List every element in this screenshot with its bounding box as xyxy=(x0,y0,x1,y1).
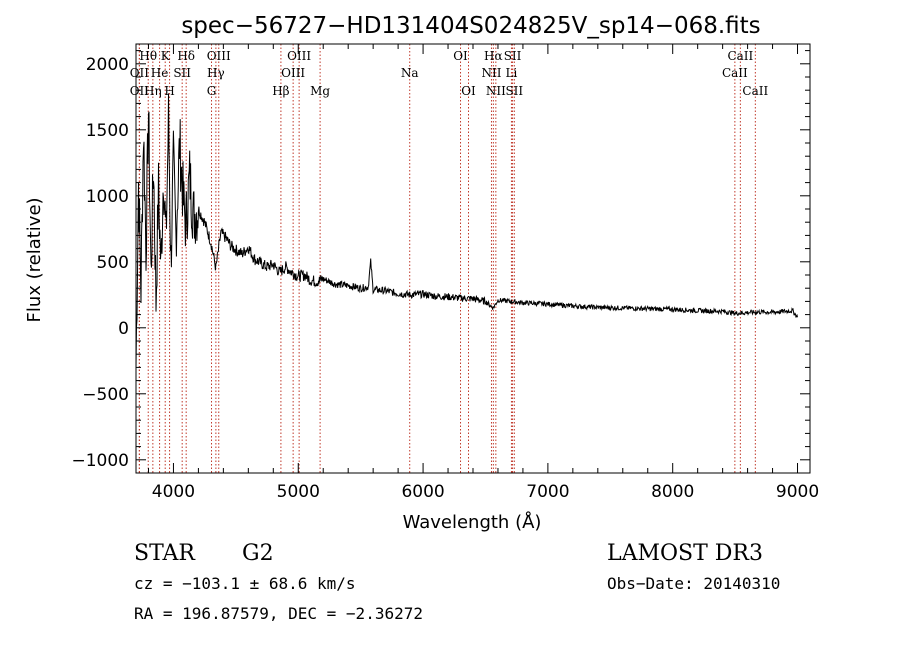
line-label: OIII xyxy=(281,66,305,80)
line-label: K xyxy=(161,49,171,63)
line-label: SII xyxy=(504,49,522,63)
plot-frame xyxy=(135,43,811,474)
line-label: H xyxy=(164,84,174,98)
y-tick-label: 0 xyxy=(118,319,129,339)
line-label: OIII xyxy=(207,49,231,63)
redshift-readout: cz = −103.1 ± 68.6 km/s xyxy=(134,574,356,593)
line-label: Li xyxy=(506,66,518,80)
x-tick-label: 8000 xyxy=(651,482,694,502)
y-tick-label: −500 xyxy=(82,385,129,405)
object-class: STAR xyxy=(134,541,196,566)
x-tick-label: 9000 xyxy=(776,482,819,502)
y-axis-ticks: −1000 −500 0 500 1000 1500 2000 xyxy=(71,50,810,471)
line-label: OIII xyxy=(287,49,311,63)
line-label: He xyxy=(151,66,169,80)
y-axis-label: Flux (relative) xyxy=(24,197,45,322)
line-label: OII xyxy=(130,84,150,98)
x-tick-label: 4000 xyxy=(152,482,195,502)
line-label: Hγ xyxy=(207,66,225,80)
object-subclass: G2 xyxy=(242,541,274,566)
x-axis-label: Wavelength (Å) xyxy=(403,511,542,533)
y-tick-label: 500 xyxy=(97,253,129,273)
chart-title: spec−56727−HD131404S024825V_sp14−068.fit… xyxy=(181,13,760,39)
line-label: G xyxy=(207,84,217,98)
x-tick-label: 6000 xyxy=(401,482,444,502)
line-label: NII xyxy=(481,66,501,80)
x-axis-ticks: 4000 5000 6000 7000 8000 9000 xyxy=(147,44,819,502)
line-label: OII xyxy=(130,66,150,80)
y-tick-label: 2000 xyxy=(86,55,129,75)
line-label: CaII xyxy=(727,49,753,63)
line-label: Hη xyxy=(144,84,162,98)
spectrum-line xyxy=(135,93,798,369)
line-label: Mg xyxy=(310,84,330,98)
line-label: CaII xyxy=(722,66,748,80)
x-tick-label: 7000 xyxy=(526,482,569,502)
line-label: Hδ xyxy=(177,49,195,63)
observation-date: Obs−Date: 20140310 xyxy=(607,574,780,593)
line-label: CaII xyxy=(742,84,768,98)
x-tick-label: 5000 xyxy=(277,482,320,502)
line-label: SII xyxy=(505,84,523,98)
line-label: Hα xyxy=(484,49,503,63)
spectral-line-markers xyxy=(138,44,756,473)
line-label: OI xyxy=(453,49,468,63)
line-label: SII xyxy=(173,66,191,80)
line-label: OI xyxy=(461,84,476,98)
line-label: Na xyxy=(401,66,419,80)
line-label: NII xyxy=(486,84,506,98)
survey-name: LAMOST DR3 xyxy=(607,541,763,566)
y-tick-label: −1000 xyxy=(71,451,129,471)
y-tick-label: 1500 xyxy=(86,121,129,141)
line-label: Hθ xyxy=(139,49,157,63)
y-tick-label: 1000 xyxy=(86,187,129,207)
line-label: Hβ xyxy=(272,84,289,98)
coordinates-readout: RA = 196.87579, DEC = −2.36272 xyxy=(134,604,423,623)
